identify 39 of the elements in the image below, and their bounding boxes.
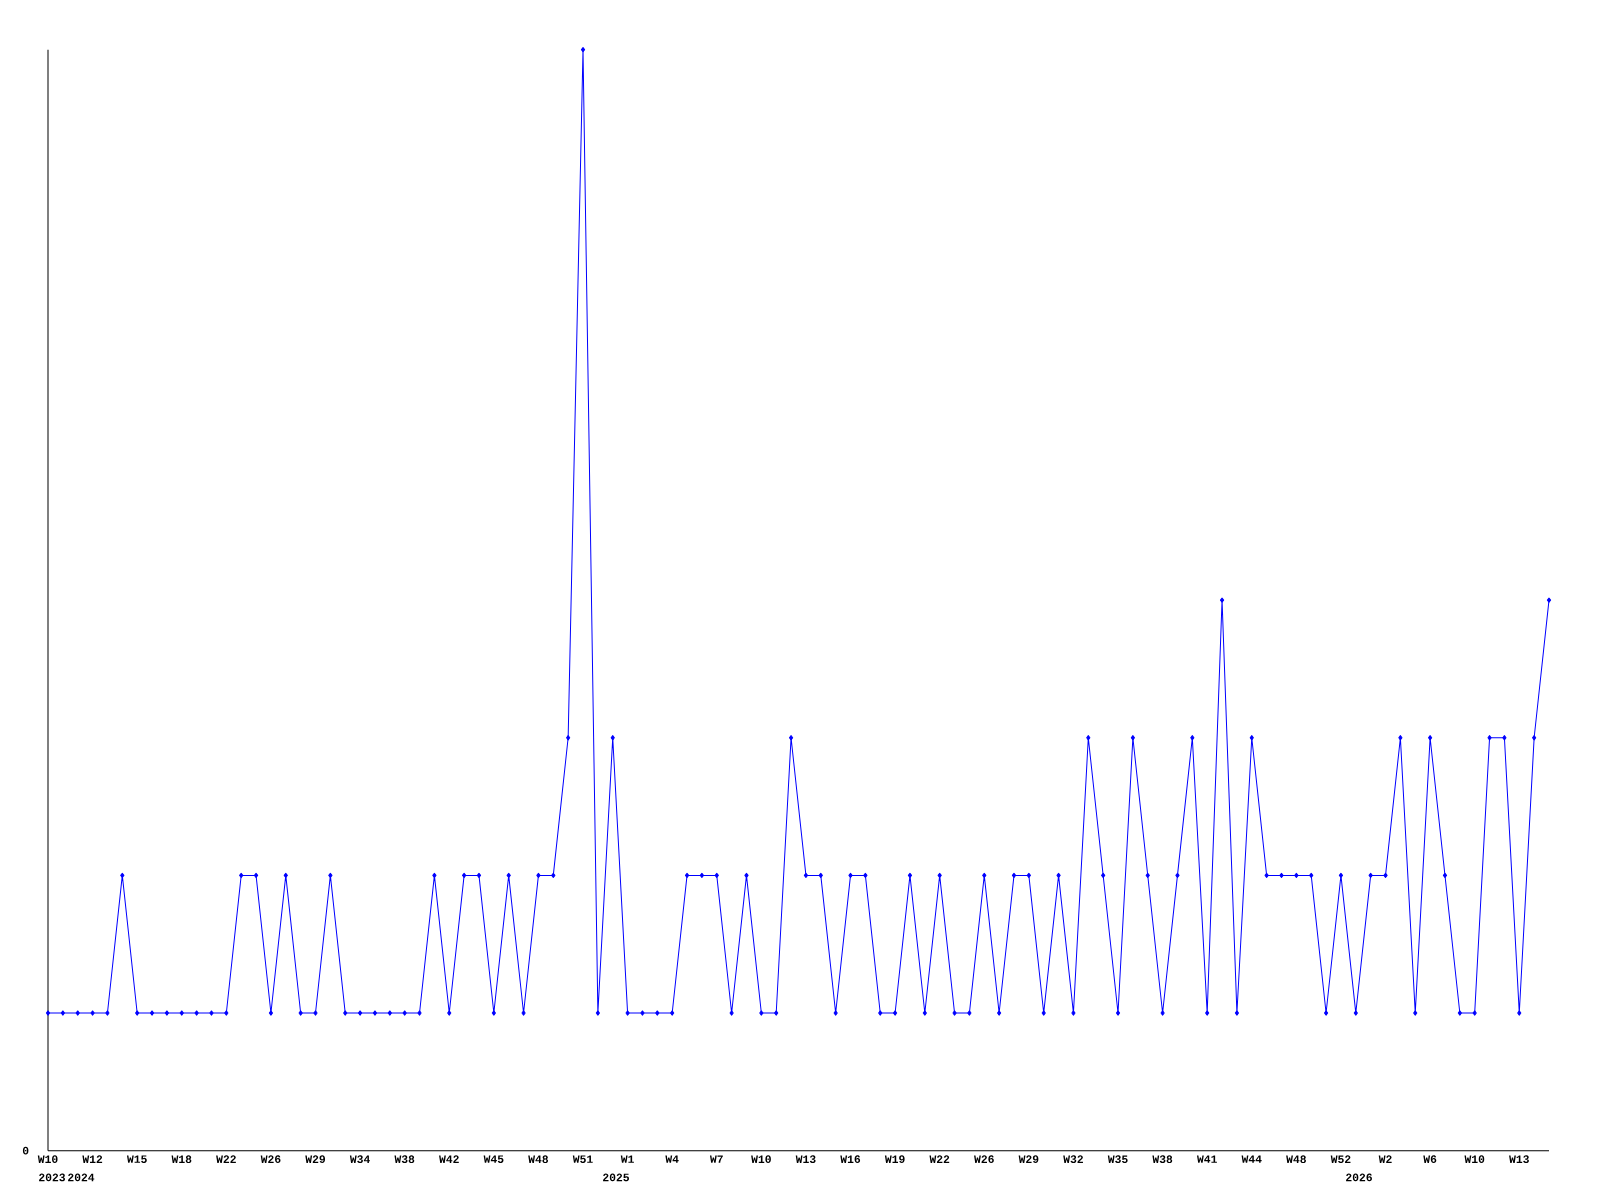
x-tick-label: W34: [349, 1155, 370, 1164]
x-tick-label: W38: [1152, 1155, 1173, 1164]
x-tick-label: W10: [37, 1155, 58, 1164]
x-tick-label: W29: [1018, 1155, 1039, 1164]
x-tick-label: W15: [126, 1155, 147, 1163]
x-tick-label: W51: [572, 1155, 593, 1163]
x-tick-label: W2: [1378, 1155, 1392, 1163]
x-tick-label: W10: [1464, 1155, 1485, 1164]
x-tick-label: W32: [1063, 1155, 1083, 1164]
x-tick-label: W18: [171, 1155, 192, 1164]
x-tick-label: W10: [751, 1155, 771, 1164]
text: 2025: [603, 1173, 629, 1182]
x-tick-label: W22: [929, 1155, 950, 1163]
x-tick-label: W29: [305, 1155, 326, 1164]
x-tick-label: W26: [974, 1155, 994, 1164]
text: 2026: [1346, 1173, 1372, 1182]
x-tick-label: W41: [1196, 1155, 1217, 1163]
x-tick-label: W35: [1107, 1155, 1128, 1164]
x-tick-label: W44: [1241, 1155, 1262, 1163]
x-tick-label: W52: [1330, 1155, 1351, 1164]
x-tick-label: W1: [620, 1155, 634, 1163]
x-tick-label: W48: [1286, 1155, 1306, 1164]
x-tick-label: W42: [439, 1155, 459, 1163]
x-tick-label: W6: [1423, 1155, 1437, 1164]
text: 0: [22, 1146, 29, 1155]
x-tick-label: W45: [483, 1155, 504, 1163]
text: 2023: [39, 1173, 66, 1182]
x-tick-label: W13: [795, 1155, 816, 1164]
x-tick-label: W4: [665, 1155, 679, 1163]
text: 2024: [68, 1173, 95, 1182]
x-tick-label: W22: [216, 1155, 236, 1163]
x-tick-label: W19: [884, 1155, 905, 1164]
x-tick-label: W26: [260, 1155, 281, 1164]
x-tick-label: W7: [709, 1155, 723, 1163]
x-tick-label: W38: [394, 1155, 415, 1164]
x-tick-label: W12: [82, 1155, 103, 1163]
x-tick-label: W48: [528, 1155, 549, 1164]
x-tick-label: W16: [840, 1155, 861, 1164]
x-tick-label: W13: [1509, 1155, 1529, 1164]
